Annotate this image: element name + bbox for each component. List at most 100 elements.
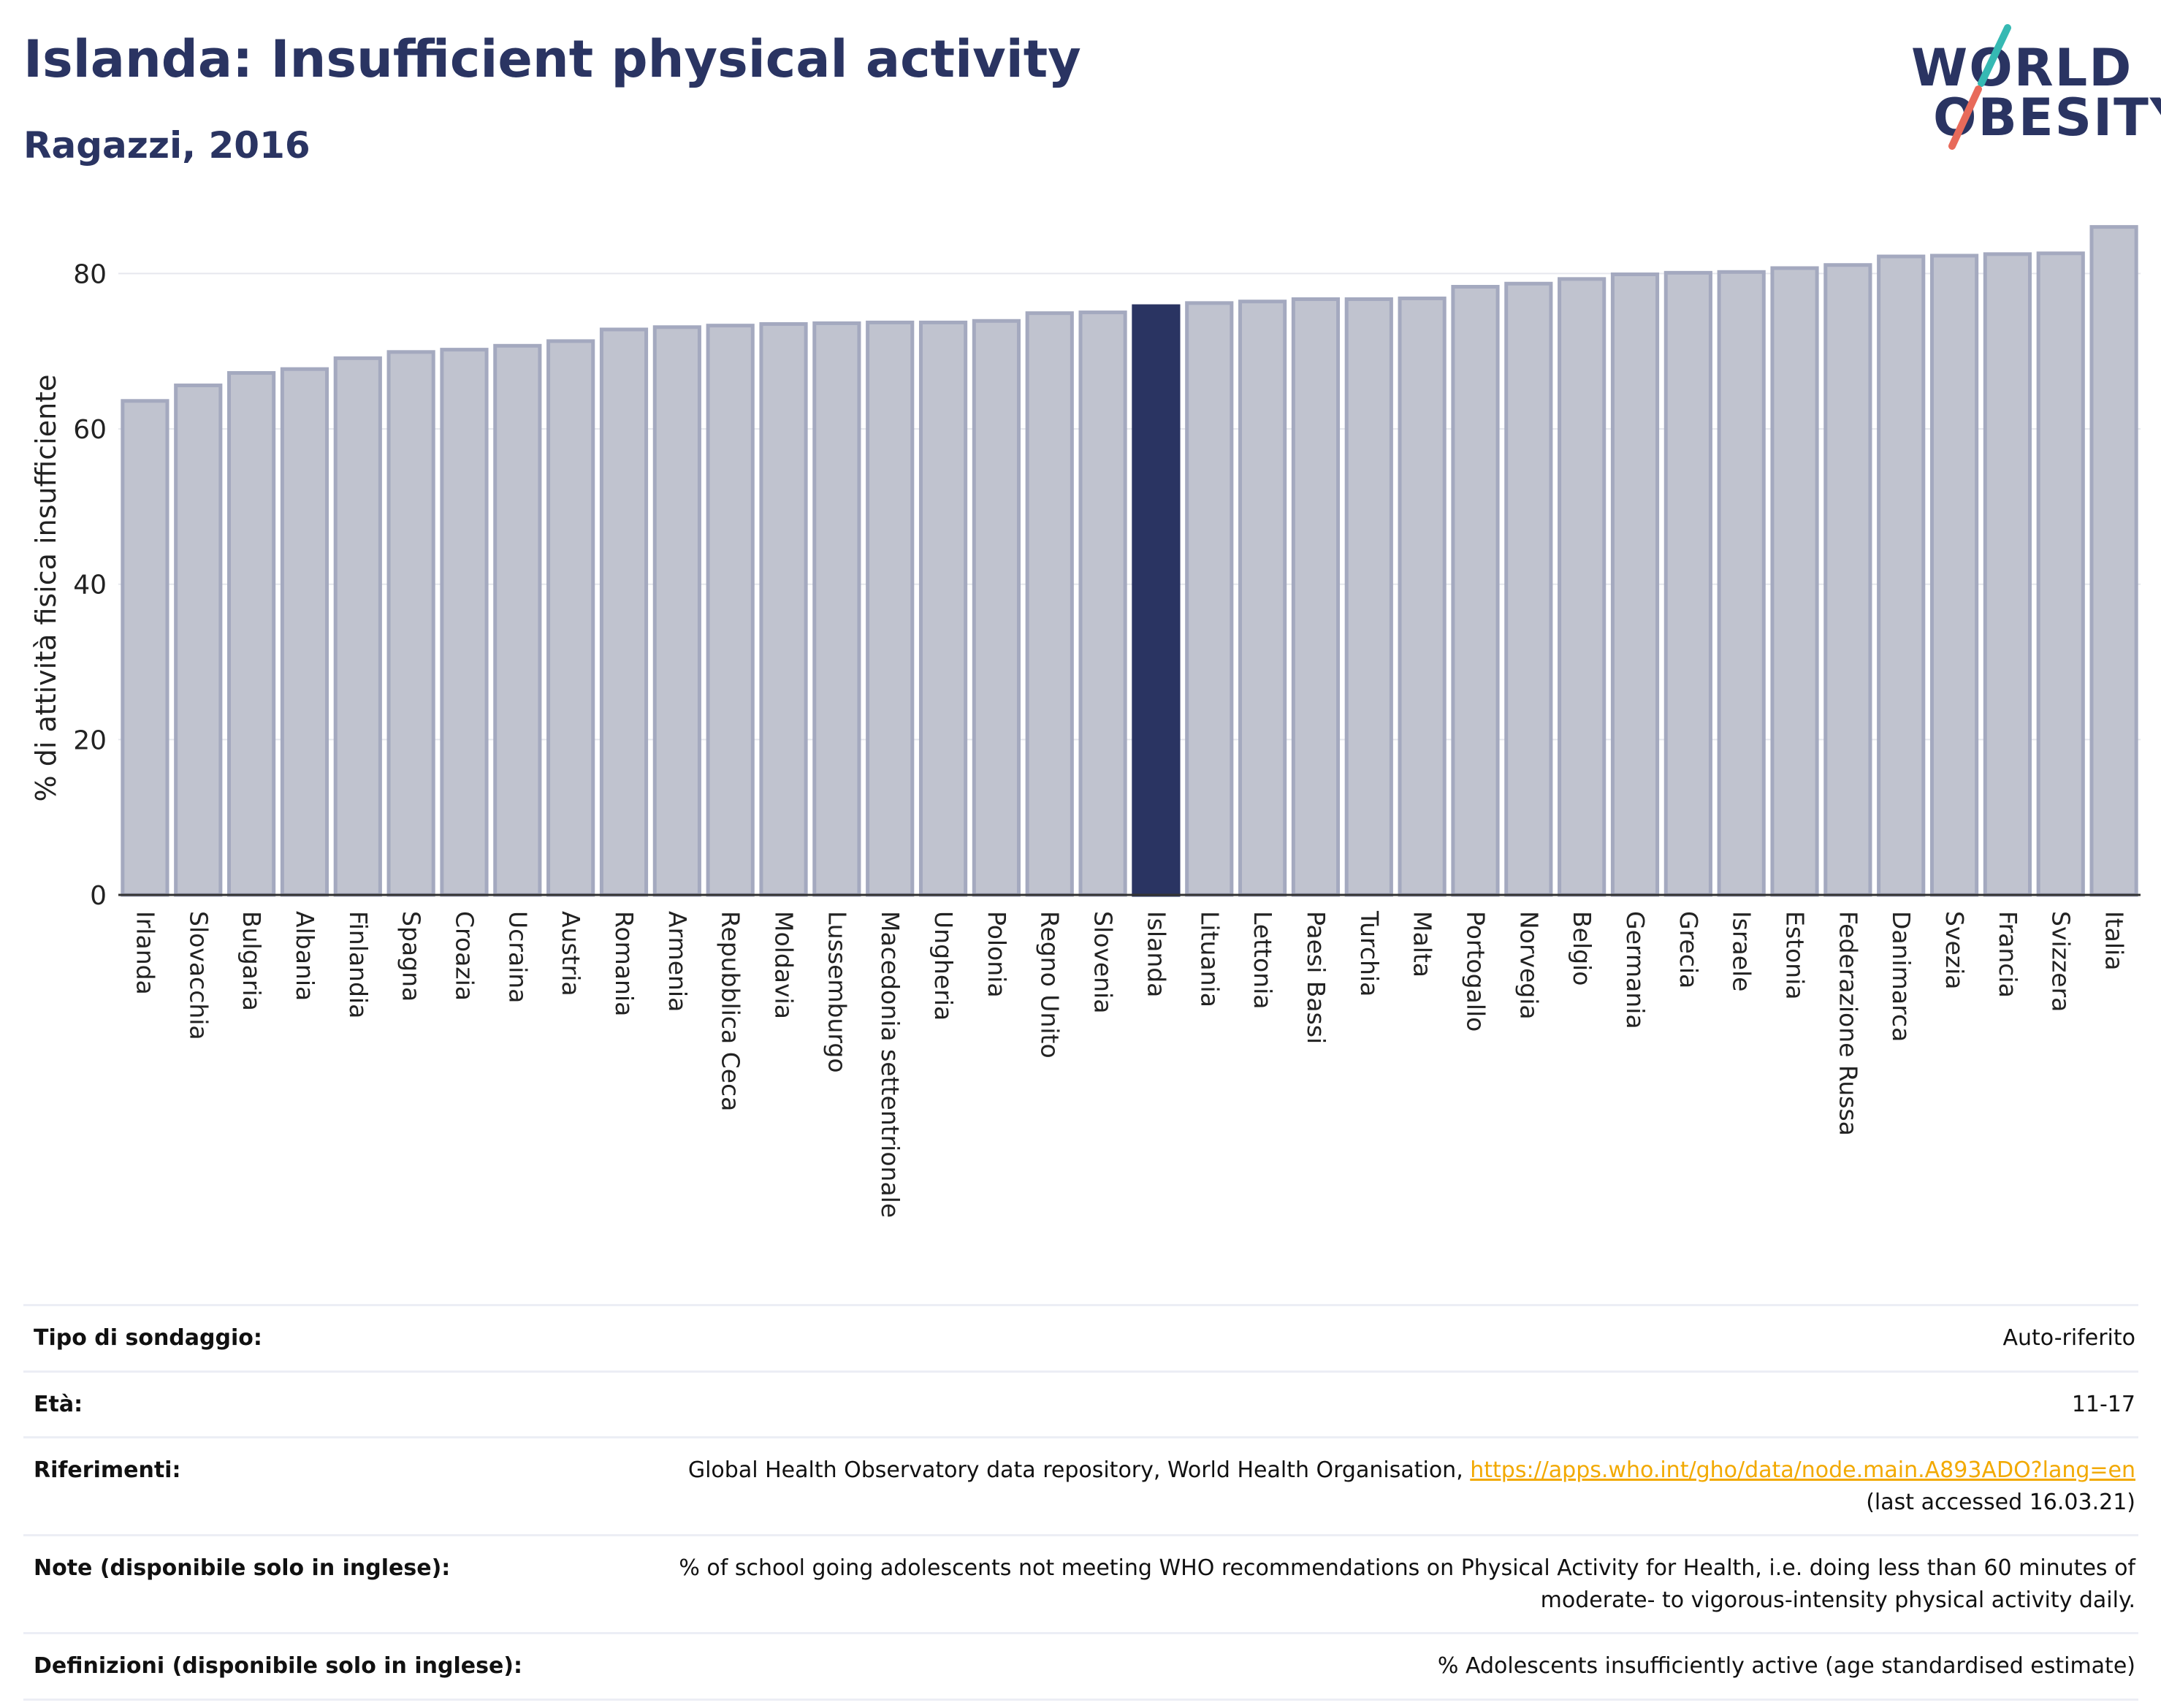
x-tick-label: Francia: [1994, 911, 2022, 998]
logo-line-1: WORLD: [1911, 38, 2133, 98]
x-tick-label: Turchia: [1355, 910, 1384, 996]
bar-lituania: [1185, 301, 1234, 897]
x-tick-label: Spagna: [397, 911, 426, 1002]
references-value: Global Health Observatory data repositor…: [618, 1438, 2138, 1536]
table-row: Riferimenti: Global Health Observatory d…: [23, 1437, 2138, 1536]
x-tick-label: Croazia: [450, 911, 479, 1001]
table-row: Definizioni (disponibile solo in inglese…: [23, 1633, 2138, 1699]
x-tick-label: Islanda: [1142, 911, 1170, 997]
bar-austria: [546, 339, 595, 897]
bar-islanda: [1132, 304, 1181, 897]
bar-belgio: [1558, 277, 1607, 897]
bar-romania: [599, 327, 649, 897]
bar-irlanda: [121, 399, 169, 897]
notes-key: Note (disponibile solo in inglese):: [34, 1555, 451, 1581]
x-tick-label: Finlandia: [344, 911, 373, 1018]
bar-macedonia-settentrionale: [866, 320, 915, 897]
bar-regno-unito: [1025, 311, 1074, 897]
x-tick-label: Germania: [1621, 911, 1650, 1029]
bar-federazione-russa: [1823, 263, 1872, 897]
bar-israele: [1717, 270, 1766, 897]
bar-croazia: [440, 348, 489, 897]
bar-ungheria: [918, 320, 968, 897]
bar-grecia: [1663, 270, 1712, 897]
bar-francia: [1983, 252, 2032, 897]
bar-slovacchia: [174, 384, 223, 897]
bar-slovenia: [1078, 310, 1127, 897]
x-tick-label: Danimarca: [1887, 911, 1916, 1042]
y-tick-label: 40: [73, 571, 107, 601]
y-tick-label: 20: [73, 725, 107, 755]
x-tick-label: Slovacchia: [184, 911, 213, 1040]
notes-line-2: moderate- to vigorous-intensity physical…: [1540, 1587, 2135, 1613]
x-tick-label: Ungheria: [929, 911, 958, 1021]
references-accessed: (last accessed 16.03.21): [1866, 1489, 2135, 1515]
bar-svizzera: [2036, 251, 2085, 897]
x-tick-labels: Irlanda Slovacchia Bulgaria Albania Finlandi…: [131, 910, 2128, 1218]
x-tick-label: Ucraina: [503, 911, 532, 1003]
metadata-table: Tipo di sondaggio: Auto-riferito Età: 11…: [23, 1304, 2138, 1701]
bar-finlandia: [333, 356, 382, 897]
x-tick-label: Lituania: [1195, 911, 1224, 1007]
x-tick-label: Polonia: [983, 911, 1011, 998]
bar-moldavia: [759, 322, 808, 897]
references-key: Riferimenti:: [34, 1457, 181, 1483]
x-tick-label: Federazione Russa: [1834, 911, 1862, 1136]
y-axis-label: % di attività fisica insufficiente: [30, 375, 62, 802]
bar-lettonia: [1238, 300, 1287, 897]
bar-ucraina: [493, 343, 542, 897]
x-tick-label: Portogallo: [1461, 911, 1490, 1032]
y-tick-label: 80: [73, 259, 107, 289]
x-tick-label: Macedonia settentrionale: [876, 911, 904, 1218]
bar-danimarca: [1877, 254, 1926, 897]
references-link[interactable]: https://apps.who.int/gho/data/node.main.…: [1470, 1457, 2135, 1483]
bar-svezia: [1929, 253, 1979, 897]
bar-lussemburgo: [812, 321, 861, 897]
x-tick-label: Svizzera: [2047, 911, 2076, 1012]
references-text: Global Health Observatory data repositor…: [687, 1457, 1471, 1483]
bar-bulgaria: [227, 371, 276, 897]
x-tick-label: Malta: [1409, 911, 1437, 977]
bar-portogallo: [1451, 285, 1500, 897]
table-row: Età: 11-17: [23, 1371, 2138, 1438]
bar-italia: [2089, 225, 2138, 897]
bar-malta: [1398, 296, 1447, 897]
bar-turchia: [1344, 297, 1393, 897]
x-tick-label: Bulgaria: [237, 911, 266, 1011]
y-tick-label: 0: [90, 881, 107, 911]
x-tick-label: Grecia: [1674, 911, 1703, 988]
y-tick-labels: 0 20 40 60 80: [73, 259, 107, 911]
bar-estonia: [1770, 266, 1819, 897]
x-tick-label: Belgio: [1568, 911, 1596, 985]
bar-repubblica-ceca: [706, 324, 755, 897]
x-tick-label: Lussemburgo: [823, 911, 851, 1073]
bars: [121, 225, 2138, 897]
x-tick-label: Estonia: [1781, 911, 1810, 999]
x-tick-label: Norvegia: [1514, 911, 1543, 1020]
x-tick-label: Romania: [610, 911, 639, 1016]
x-tick-label: Moldavia: [770, 911, 799, 1019]
x-tick-label: Regno Unito: [1036, 911, 1064, 1059]
y-tick-label: 60: [73, 415, 107, 445]
bar-albania: [280, 367, 329, 897]
x-tick-label: Repubblica Ceca: [717, 911, 745, 1111]
bar-spagna: [386, 350, 435, 897]
bar-germania: [1610, 272, 1660, 897]
table-row: Note (disponibile solo in inglese): % of…: [23, 1535, 2138, 1633]
table-row: Tipo di sondaggio: Auto-riferito: [23, 1305, 2138, 1371]
logo-slash-icon: [1948, 24, 2011, 150]
x-tick-label: Svezia: [1940, 911, 1969, 990]
chart-subtitle: Ragazzi, 2016: [23, 124, 310, 167]
x-tick-label: Paesi Bassi: [1302, 911, 1330, 1044]
definitions-value: % Adolescents insufficiently active (age…: [1437, 1653, 2135, 1679]
x-tick-label: Italia: [2100, 911, 2129, 970]
x-tick-label: Armenia: [663, 911, 692, 1012]
x-tick-label: Slovenia: [1089, 911, 1118, 1013]
x-tick-label: Lettonia: [1249, 911, 1277, 1009]
notes-value: % of school going adolescents not meetin…: [618, 1536, 2138, 1633]
bar-polonia: [972, 319, 1021, 897]
survey-type-value: Auto-riferito: [2002, 1325, 2135, 1351]
bar-norvegia: [1504, 281, 1553, 897]
x-tick-label: Israele: [1728, 911, 1756, 992]
x-tick-label: Albania: [291, 911, 319, 1001]
